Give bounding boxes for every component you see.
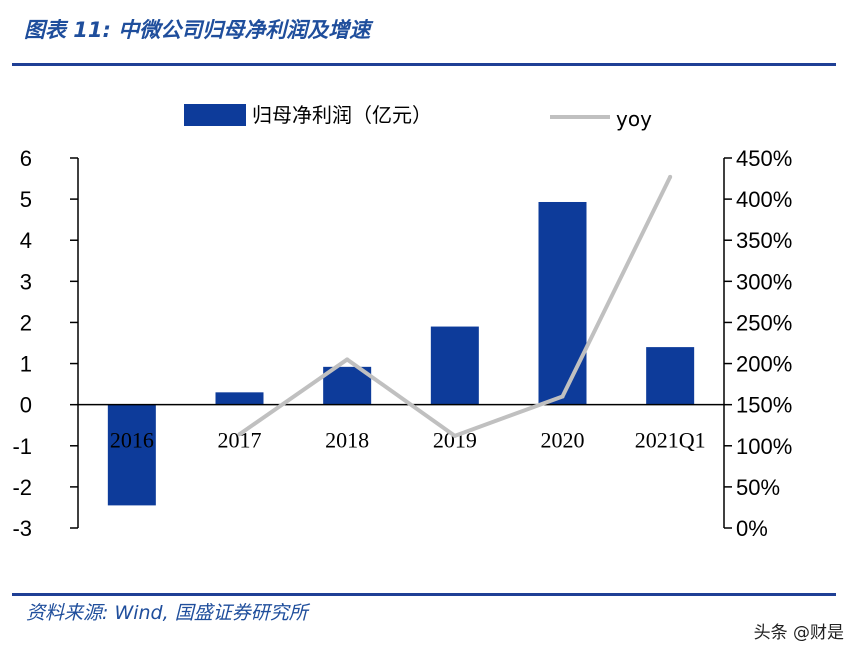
right-tick-label: 50%: [736, 475, 780, 500]
category-label: 2020: [541, 428, 585, 453]
figure-title: 图表 11: 中微公司归母净利润及增速: [24, 18, 371, 42]
legend-bar-swatch: [184, 104, 246, 126]
yoy-points: [237, 174, 673, 438]
left-tick-label: 3: [20, 269, 32, 294]
left-tick-label: 5: [20, 187, 32, 212]
right-tick-label: 450%: [736, 146, 792, 171]
yoy-point-2019: [452, 433, 457, 438]
legend-line-label: yoy: [616, 107, 652, 131]
bar-2019: [430, 326, 479, 405]
source-note: 资料来源: Wind, 国盛证券研究所: [26, 602, 308, 624]
chart: 归母净利润（亿元） yoy 6 5 4 3 2 1 0 -1 -2 -3 450% 400% 350%…: [12, 103, 792, 541]
top-divider: [12, 63, 836, 66]
category-label: 2018: [325, 428, 369, 453]
left-tick-label: 4: [20, 228, 32, 253]
right-tick-label: 100%: [736, 434, 792, 459]
watermark: 头条 @财是: [753, 623, 844, 643]
left-tick-label: -2: [12, 475, 32, 500]
bar-2021Q1: [646, 347, 695, 405]
yoy-point-2017: [237, 432, 242, 437]
category-label: 2021Q1: [635, 428, 706, 453]
yoy-point-2021Q1: [668, 174, 673, 179]
left-tick-label: -3: [12, 516, 32, 541]
left-tick-label: 6: [20, 146, 32, 171]
left-tick-label: 2: [20, 310, 32, 335]
legend-bar-label: 归母净利润（亿元）: [252, 103, 432, 127]
bottom-divider: [12, 593, 836, 596]
category-axis: 2016 2017 2018 2019 2020 2021Q1: [110, 428, 706, 453]
left-tick-label: -1: [12, 434, 32, 459]
right-tick-label: 350%: [736, 228, 792, 253]
left-tick-label: 0: [20, 393, 32, 418]
left-tick-label: 1: [20, 352, 32, 377]
right-tick-label: 250%: [736, 310, 792, 335]
right-tick-label: 0%: [736, 516, 768, 541]
right-tick-label: 200%: [736, 352, 792, 377]
right-tick-label: 150%: [736, 393, 792, 418]
legend: 归母净利润（亿元） yoy: [184, 103, 652, 131]
bar-series: [107, 201, 695, 506]
yoy-point-2020: [560, 394, 565, 399]
category-label: 2016: [110, 428, 154, 453]
right-axis: 450% 400% 350% 300% 250% 200% 150% 100% 50% 0%: [724, 146, 792, 541]
bar-2017: [215, 392, 264, 405]
yoy-point-2018: [345, 357, 350, 362]
right-tick-label: 300%: [736, 269, 792, 294]
right-tick-label: 400%: [736, 187, 792, 212]
left-axis: 6 5 4 3 2 1 0 -1 -2 -3: [12, 146, 78, 541]
bar-2016: [107, 404, 156, 506]
category-label: 2017: [218, 428, 262, 453]
bar-2020: [538, 201, 587, 405]
